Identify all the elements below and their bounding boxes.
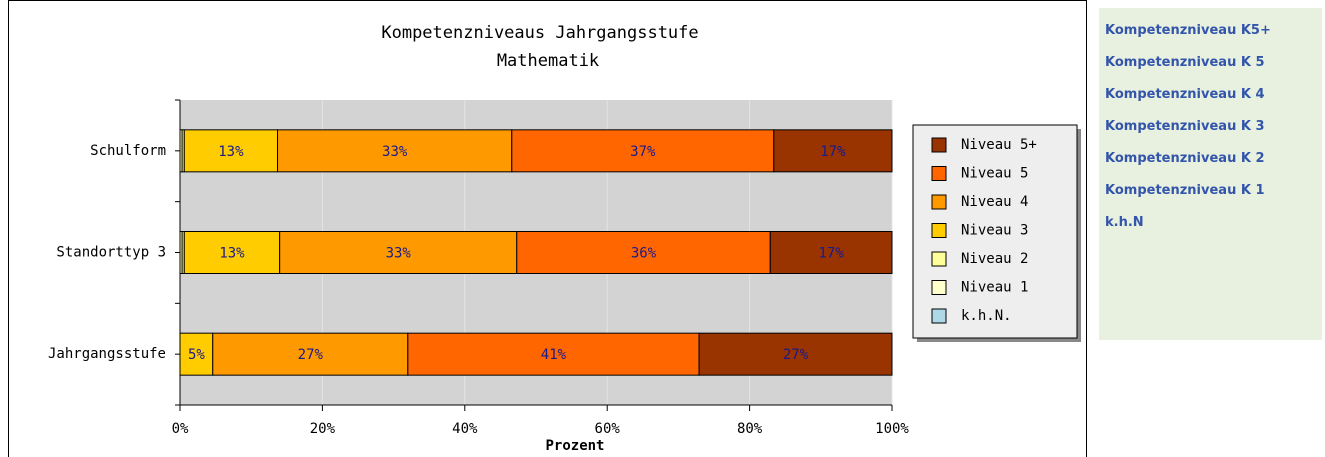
bar-segment	[773, 129, 893, 173]
y-tick-label: Schulform	[90, 143, 166, 159]
x-tick-label: 100%	[875, 421, 909, 437]
bar-segment	[277, 129, 513, 173]
x-tick-label: 20%	[310, 421, 336, 437]
bar-segment	[179, 332, 214, 376]
bar-segment	[183, 231, 281, 274]
bar-segment	[407, 332, 700, 376]
sidebar-link[interactable]: Kompetenzniveau K5+	[1105, 23, 1271, 38]
x-axis-label: Prozent	[545, 438, 604, 454]
legend-swatch	[931, 137, 947, 153]
sidebar-link[interactable]: Kompetenzniveau K 5	[1105, 55, 1265, 70]
legend-swatch	[931, 194, 947, 210]
data-label: 36%	[631, 246, 657, 262]
y-tick-label: Jahrgangsstufe	[48, 346, 166, 362]
sidebar-link[interactable]: k.h.N	[1105, 215, 1144, 230]
legend-swatch	[931, 166, 947, 181]
data-label: 13%	[219, 246, 245, 262]
data-label: 33%	[386, 246, 412, 262]
bar-segment	[183, 129, 279, 173]
data-label: 27%	[783, 347, 809, 363]
x-tick-label: 60%	[595, 421, 621, 437]
legend-label: Niveau 3	[961, 223, 1028, 239]
legend-label: Niveau 5+	[961, 137, 1037, 153]
chart-title: Kompetenzniveaus Jahrgangsstufe	[381, 23, 698, 43]
x-tick-label: 80%	[737, 421, 763, 437]
legend-label: Niveau 1	[961, 280, 1028, 296]
bar-segment	[279, 231, 518, 274]
bar-segment	[769, 231, 893, 274]
data-label: 17%	[820, 144, 846, 160]
chart: Kompetenzniveaus Jahrgangsstufe Mathemat…	[8, 0, 1087, 457]
legend-label: k.h.N.	[961, 308, 1012, 324]
legend-swatch	[931, 308, 947, 324]
bar-segment	[212, 332, 409, 376]
x-tick-label: 0%	[172, 421, 189, 437]
bar-segment	[516, 231, 771, 274]
data-label: 41%	[541, 347, 567, 363]
legend-swatch	[931, 223, 947, 238]
data-label: 17%	[818, 246, 844, 262]
legend-swatch	[931, 280, 947, 295]
sidebar-link[interactable]: Kompetenzniveau K 4	[1105, 87, 1265, 102]
data-label: 37%	[630, 144, 656, 160]
sidebar: Kompetenzniveau K5+ Kompetenzniveau K 5 Ko…	[1099, 8, 1322, 340]
bar-segment	[698, 332, 893, 376]
sidebar-link[interactable]: Kompetenzniveau K 1	[1105, 183, 1265, 198]
legend-label: Niveau 4	[961, 194, 1028, 210]
legend-label: Niveau 2	[961, 251, 1028, 267]
chart-title: Mathematik	[497, 51, 599, 71]
data-label: 27%	[298, 347, 324, 363]
y-tick-label: Standorttyp 3	[56, 245, 166, 261]
sidebar-link[interactable]: Kompetenzniveau K 3	[1105, 119, 1265, 134]
x-tick-label: 40%	[452, 421, 478, 437]
sidebar-link[interactable]: Kompetenzniveau K 2	[1105, 151, 1265, 166]
legend-label: Niveau 5	[961, 166, 1028, 182]
legend-swatch	[931, 251, 947, 267]
data-label: 5%	[188, 347, 205, 363]
data-label: 13%	[218, 144, 244, 160]
data-label: 33%	[382, 144, 408, 160]
